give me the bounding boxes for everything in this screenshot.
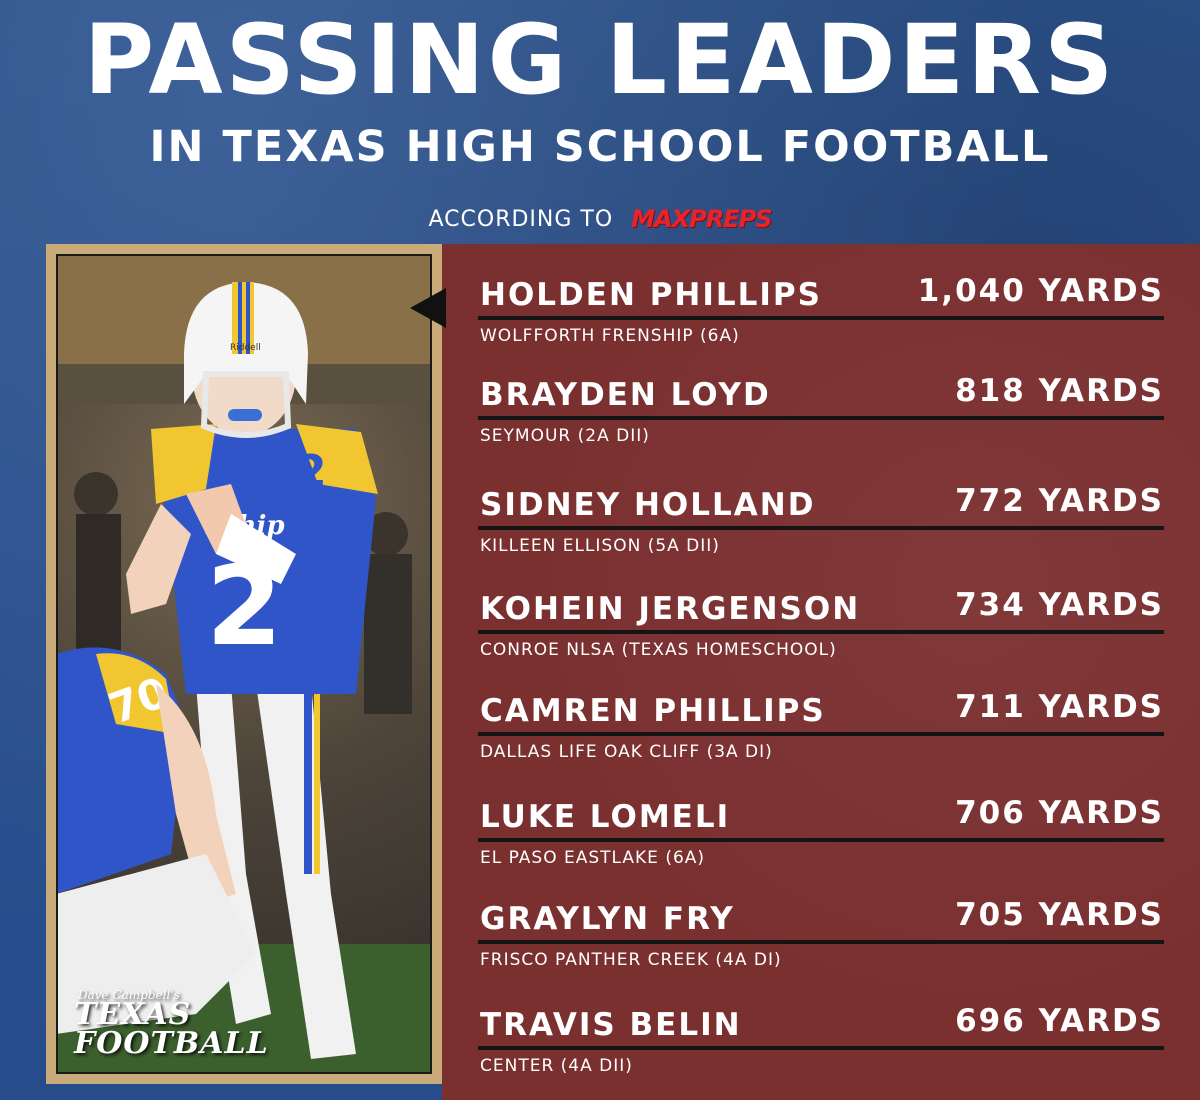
source-attribution: ACCORDING TO MAXPREPS: [0, 205, 1200, 233]
player-illustration: 2 nship 2 Riddell 70: [56, 254, 432, 1074]
row-divider: [478, 732, 1164, 736]
passing-yards: 734 YARDS: [955, 587, 1164, 623]
row-divider: [478, 630, 1164, 634]
facemask: [200, 371, 292, 438]
logo-small-text: Dave Campbell's: [78, 987, 180, 1002]
helmet-brand: Riddell: [230, 343, 261, 353]
row-divider: [478, 416, 1164, 420]
lineman-pants: [56, 854, 256, 1034]
player-name: LUKE LOMELI: [480, 799, 731, 835]
maxpreps-logo: MAXPREPS: [631, 205, 772, 233]
player-name: KOHEIN JERGENSON: [480, 591, 861, 627]
according-to-label: ACCORDING TO: [428, 206, 614, 232]
passing-yards: 696 YARDS: [955, 1003, 1164, 1039]
player-name: TRAVIS BELIN: [480, 1007, 742, 1043]
row-divider: [478, 838, 1164, 842]
player-photo-frame: 2 nship 2 Riddell 70 Dave Campbell's: [46, 244, 442, 1084]
player-name: HOLDEN PHILLIPS: [480, 277, 822, 313]
pointer-arrow-icon: [410, 288, 446, 328]
page-subtitle: IN TEXAS HIGH SCHOOL FOOTBALL: [149, 122, 1051, 172]
player-name: SIDNEY HOLLAND: [480, 487, 816, 523]
row-divider: [478, 526, 1164, 530]
row-divider: [478, 1046, 1164, 1050]
school-name: WOLFFORTH FRENSHIP (6A): [480, 326, 740, 346]
passing-yards: 706 YARDS: [955, 795, 1164, 831]
player-name: CAMREN PHILLIPS: [480, 693, 826, 729]
qb-left-leg: [196, 684, 271, 1024]
qb-left-arm: [126, 504, 191, 614]
qb-wristband: [216, 514, 296, 584]
school-name: EL PASO EASTLAKE (6A): [480, 848, 706, 868]
mouthguard: [228, 409, 262, 421]
logo-line-1: TEXAS: [74, 997, 192, 1032]
passing-yards: 818 YARDS: [955, 373, 1164, 409]
school-name: SEYMOUR (2A DII): [480, 426, 650, 446]
logo-line-2: FOOTBALL: [74, 1025, 269, 1061]
shoulder-number: 2: [296, 446, 327, 497]
school-name: FRISCO PANTHER CREEK (4A DI): [480, 950, 782, 970]
player-photo: 2 nship 2 Riddell 70 Dave Campbell's: [56, 254, 432, 1074]
row-divider: [478, 940, 1164, 944]
school-name: CENTER (4A DII): [480, 1056, 633, 1076]
passing-yards: 1,040 YARDS: [917, 273, 1164, 309]
page-title: PASSING LEADERS: [83, 4, 1117, 116]
row-divider: [478, 316, 1164, 320]
player-name: BRAYDEN LOYD: [480, 377, 771, 413]
player-name: GRAYLYN FRY: [480, 901, 735, 937]
texas-football-logo: Dave Campbell's TEXAS FOOTBALL: [74, 987, 269, 1061]
passing-yards: 705 YARDS: [955, 897, 1164, 933]
school-name: KILLEEN ELLISON (5A DII): [480, 536, 720, 556]
school-name: DALLAS LIFE OAK CLIFF (3A DI): [480, 742, 773, 762]
school-name: CONROE NLSA (TEXAS HOMESCHOOL): [480, 640, 837, 660]
leaders-list: HOLDEN PHILLIPS 1,040 YARDS WOLFFORTH FR…: [442, 244, 1200, 1100]
passing-yards: 711 YARDS: [955, 689, 1164, 725]
passing-yards: 772 YARDS: [955, 483, 1164, 519]
lineman-arm: [156, 684, 236, 904]
photo-inner-border: [56, 254, 432, 1074]
